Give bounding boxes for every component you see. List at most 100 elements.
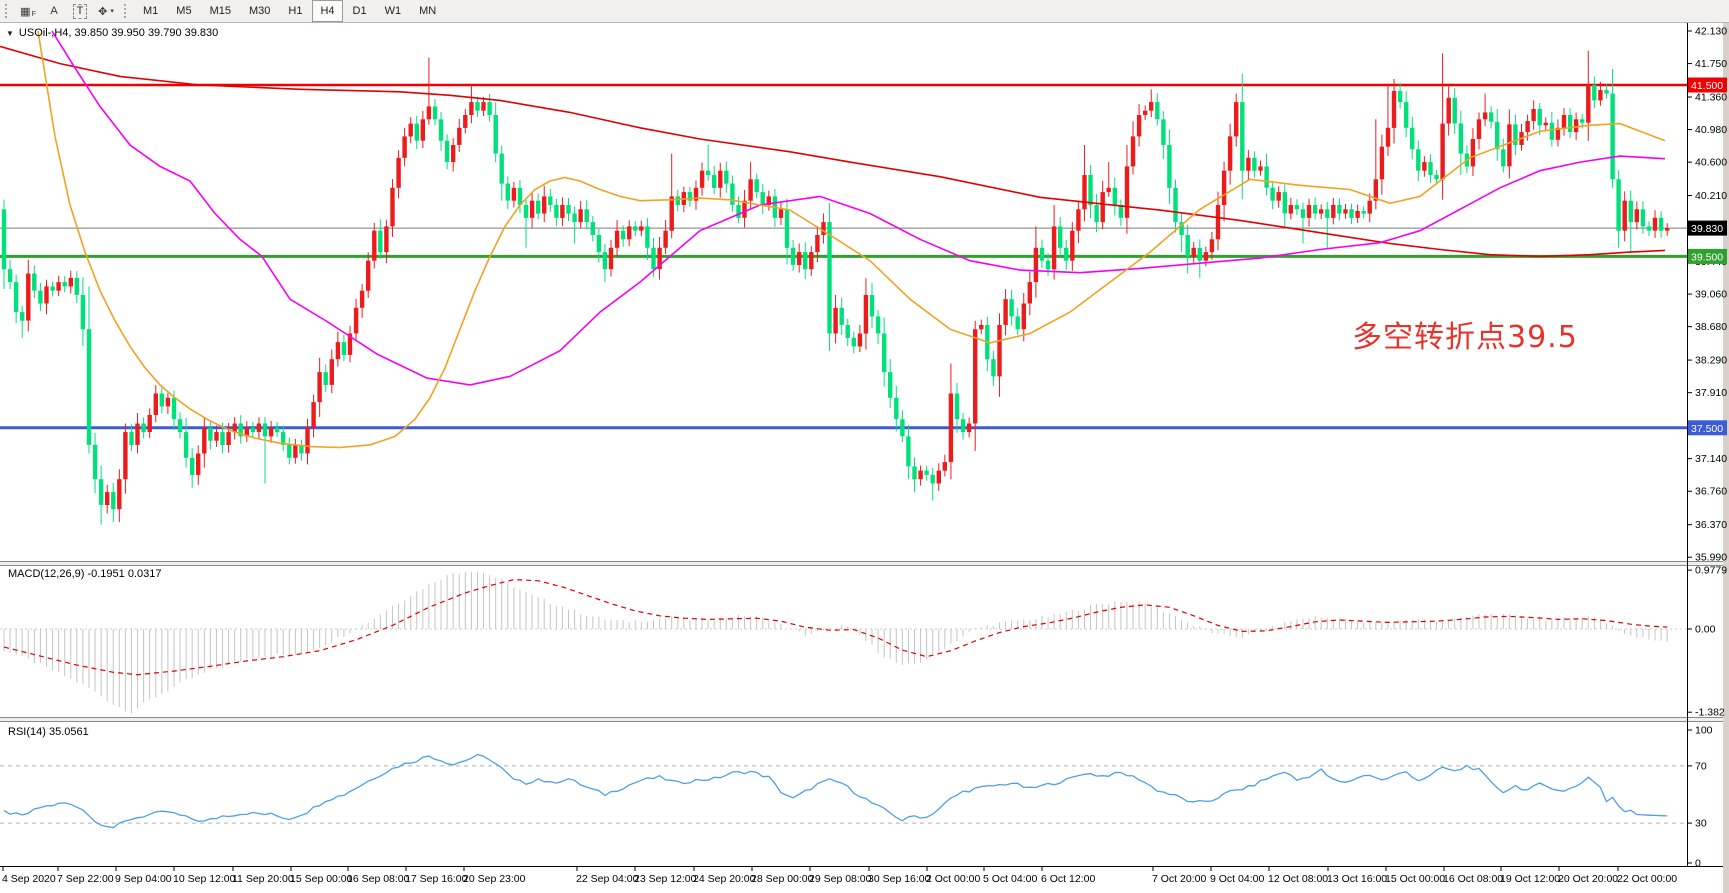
candle-body xyxy=(918,470,923,480)
candle-body xyxy=(214,432,219,441)
candle-body xyxy=(645,226,650,248)
candle-body xyxy=(924,470,929,475)
timeframe-button-M30[interactable]: M30 xyxy=(248,5,271,17)
candle-body xyxy=(1482,112,1488,120)
time-axis-label: 6 Oct 12:00 xyxy=(1041,873,1095,885)
time-axis-label: 22 Sep 04:00 xyxy=(576,873,639,885)
candle-body xyxy=(311,402,316,428)
chart-title: USOil-,H4, 39.850 39.950 39.790 39.830 xyxy=(18,27,219,39)
candle-body xyxy=(1592,85,1597,101)
candle-body xyxy=(475,102,480,111)
candle-body xyxy=(38,290,43,304)
timeframe-button-W1[interactable]: W1 xyxy=(384,5,402,17)
cursor-arrows-icon[interactable]: ✥ ▾ xyxy=(98,5,114,18)
candle-body xyxy=(523,205,529,218)
candle-body xyxy=(50,286,55,291)
toolbar-drag-handle-2[interactable] xyxy=(124,4,129,18)
candle-body xyxy=(1306,205,1312,218)
candle-body xyxy=(92,444,98,480)
candle-body xyxy=(869,295,875,317)
candle-body xyxy=(1215,205,1221,240)
candle-body xyxy=(74,277,79,295)
candle-body xyxy=(1361,211,1366,214)
axis-tick-label: 0.9779 xyxy=(1695,565,1727,577)
candle-body xyxy=(736,205,741,218)
candle-body xyxy=(1665,228,1670,231)
candle-body xyxy=(432,106,438,120)
top-toolbar: ▦ F A T ✥ ▾ M1 M5 M15 M30 H1 H4 D1 W1 MN xyxy=(0,0,1729,23)
candle-body xyxy=(250,427,256,433)
chart-grid-f-icon[interactable]: ▦ F xyxy=(20,5,36,18)
candle-body xyxy=(457,127,462,145)
candle-body xyxy=(1391,91,1397,128)
candle-body xyxy=(894,397,899,420)
svg-text:41.500: 41.500 xyxy=(1691,80,1723,92)
time-axis-label: 20 Oct 20:00 xyxy=(1558,873,1618,885)
timeframe-button-M1[interactable]: M1 xyxy=(143,5,159,17)
candle-body xyxy=(1379,146,1385,180)
candle-body xyxy=(202,427,207,454)
axis-tick-label: 38.290 xyxy=(1695,355,1727,367)
candle-body xyxy=(1027,282,1032,304)
font-a-icon[interactable]: A xyxy=(50,5,58,17)
toolbar-drag-handle[interactable] xyxy=(5,4,10,18)
candle-body xyxy=(596,235,602,253)
timeframe-button-H1[interactable]: H1 xyxy=(288,5,303,17)
candle-body xyxy=(305,427,310,454)
time-axis-label: 2 Oct 00:00 xyxy=(926,873,980,885)
candle-body xyxy=(1440,123,1445,180)
timeframe-button-MN[interactable]: MN xyxy=(419,5,437,17)
candle-body xyxy=(1628,200,1633,223)
timeframe-button-M15[interactable]: M15 xyxy=(209,5,231,17)
candle-body xyxy=(1331,205,1336,218)
candle-body xyxy=(1458,123,1463,154)
timeframe-button-D1[interactable]: D1 xyxy=(352,5,367,17)
candle-body xyxy=(882,333,887,373)
chart-collapse-icon[interactable]: ▼ xyxy=(6,28,14,38)
candle-body xyxy=(754,179,759,193)
candle-body xyxy=(469,102,474,115)
svg-text:37.500: 37.500 xyxy=(1691,423,1723,435)
candle-body xyxy=(1622,200,1627,231)
candle-body xyxy=(1610,93,1615,180)
candle-body xyxy=(493,115,498,154)
time-axis-label: 16 Sep 08:00 xyxy=(347,873,410,885)
candle-body xyxy=(1555,127,1561,140)
candle-body xyxy=(1282,192,1287,214)
candle-body xyxy=(1325,209,1330,218)
ma-line-fast-orange xyxy=(37,30,1666,449)
candle-body xyxy=(147,414,152,432)
candle-body xyxy=(396,157,401,188)
timeframe-button-H4[interactable]: H4 xyxy=(312,0,343,22)
candle-body xyxy=(68,277,73,287)
panel-splitter[interactable] xyxy=(0,717,1729,722)
candle-body xyxy=(1537,109,1542,126)
candle-body xyxy=(487,102,492,115)
candle-body xyxy=(1410,127,1415,150)
candle-body xyxy=(1300,209,1306,218)
candle-body xyxy=(438,119,444,141)
candle-body xyxy=(954,393,960,420)
candle-body xyxy=(966,423,972,433)
time-axis-label: 4 Sep 2020 xyxy=(2,873,56,885)
candle-body xyxy=(827,222,832,334)
candle-body xyxy=(366,260,371,291)
chart-area[interactable]: 42.13041.75041.36040.98040.60040.21039.4… xyxy=(0,22,1729,893)
text-box-icon[interactable]: T xyxy=(68,1,92,21)
axis-tick-label: 42.130 xyxy=(1695,26,1727,38)
window-right-edge xyxy=(1723,22,1729,893)
candle-body xyxy=(1434,175,1439,180)
rsi-line xyxy=(3,753,1668,829)
candle-body xyxy=(1124,166,1130,218)
candle-body xyxy=(766,196,771,205)
panel-splitter[interactable] xyxy=(0,561,1729,566)
candle-body xyxy=(669,196,674,231)
candle-body xyxy=(1385,127,1391,147)
candle-body xyxy=(1531,109,1536,121)
candle-body xyxy=(317,372,322,403)
candle-body xyxy=(845,325,850,338)
time-axis-label: 19 Oct 12:00 xyxy=(1500,873,1560,885)
candle-body xyxy=(566,205,571,214)
timeframe-button-M5[interactable]: M5 xyxy=(176,5,192,17)
candle-body xyxy=(1634,209,1639,223)
